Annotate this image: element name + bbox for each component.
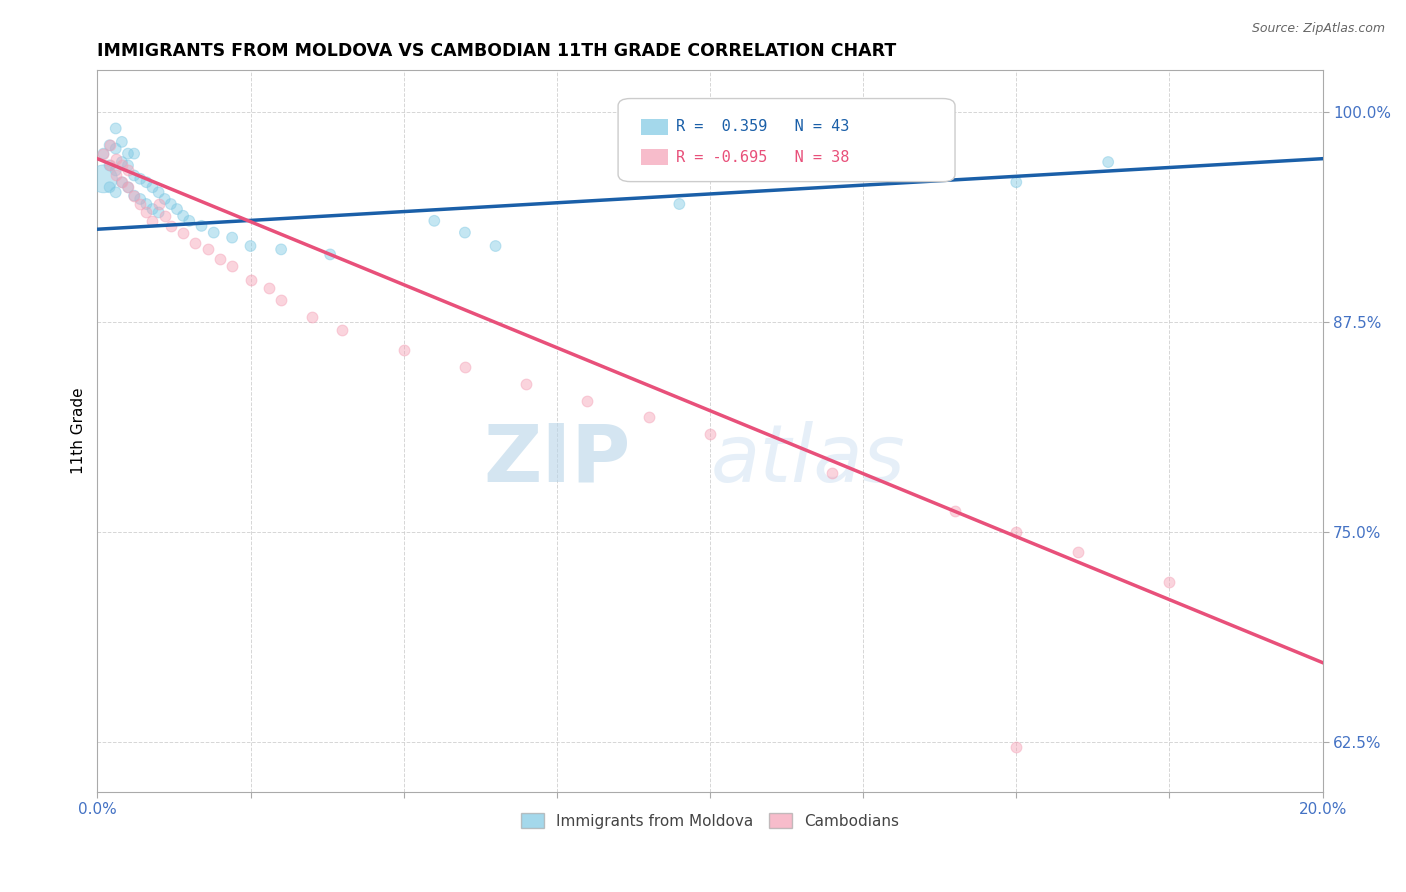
Point: [239, 239, 262, 253]
Point: [129, 192, 152, 206]
Point: [160, 197, 183, 211]
Point: [332, 323, 354, 337]
Text: IMMIGRANTS FROM MOLDOVA VS CAMBODIAN 11TH GRADE CORRELATION CHART: IMMIGRANTS FROM MOLDOVA VS CAMBODIAN 11T…: [97, 42, 897, 60]
Point: [423, 214, 446, 228]
Point: [148, 205, 170, 219]
Point: [1005, 175, 1028, 189]
Point: [117, 163, 139, 178]
Point: [104, 163, 127, 178]
Point: [301, 310, 323, 324]
FancyBboxPatch shape: [641, 149, 668, 165]
Point: [172, 226, 194, 240]
Point: [454, 359, 477, 374]
Point: [1066, 545, 1088, 559]
Point: [153, 192, 176, 206]
Point: [190, 219, 212, 233]
Y-axis label: 11th Grade: 11th Grade: [72, 387, 86, 475]
Point: [1159, 574, 1181, 589]
Text: ZIP: ZIP: [484, 421, 630, 499]
Point: [141, 202, 163, 216]
Point: [111, 175, 134, 189]
Point: [576, 393, 599, 408]
Point: [392, 343, 415, 358]
Text: R =  0.359   N = 43: R = 0.359 N = 43: [676, 120, 849, 134]
Point: [135, 175, 157, 189]
Point: [197, 243, 219, 257]
Point: [98, 180, 121, 194]
Point: [104, 186, 127, 200]
Point: [117, 158, 139, 172]
Point: [221, 259, 243, 273]
Point: [257, 281, 280, 295]
Point: [239, 272, 262, 286]
Point: [454, 226, 477, 240]
Point: [135, 197, 157, 211]
Point: [141, 214, 163, 228]
Point: [270, 293, 292, 307]
Point: [153, 209, 176, 223]
Point: [98, 158, 121, 172]
FancyBboxPatch shape: [641, 119, 668, 135]
Point: [166, 202, 188, 216]
Point: [93, 146, 115, 161]
Point: [117, 180, 139, 194]
Point: [129, 171, 152, 186]
Point: [484, 239, 506, 253]
Legend: Immigrants from Moldova, Cambodians: Immigrants from Moldova, Cambodians: [515, 806, 905, 835]
Point: [104, 152, 127, 166]
Point: [122, 146, 145, 161]
Point: [179, 214, 201, 228]
Point: [668, 197, 690, 211]
Point: [104, 121, 127, 136]
Point: [111, 175, 134, 189]
Point: [104, 142, 127, 156]
Point: [98, 138, 121, 153]
Point: [129, 197, 152, 211]
Point: [699, 427, 721, 442]
Point: [1005, 739, 1028, 754]
Point: [111, 135, 134, 149]
Point: [202, 226, 225, 240]
Point: [821, 466, 844, 480]
Point: [122, 188, 145, 202]
Point: [104, 169, 127, 183]
Point: [515, 376, 537, 391]
Point: [148, 186, 170, 200]
Text: Source: ZipAtlas.com: Source: ZipAtlas.com: [1251, 22, 1385, 36]
Point: [98, 158, 121, 172]
FancyBboxPatch shape: [619, 98, 955, 182]
Point: [160, 219, 183, 233]
Point: [943, 504, 966, 518]
Point: [221, 230, 243, 244]
Point: [141, 180, 163, 194]
Point: [319, 247, 342, 261]
Point: [172, 209, 194, 223]
Point: [93, 146, 115, 161]
Point: [637, 410, 659, 425]
Point: [184, 235, 207, 250]
Point: [122, 169, 145, 183]
Point: [117, 146, 139, 161]
Point: [111, 158, 134, 172]
Point: [270, 243, 292, 257]
Text: atlas: atlas: [710, 421, 905, 499]
Point: [98, 138, 121, 153]
Point: [117, 180, 139, 194]
Point: [148, 197, 170, 211]
Text: R = -0.695   N = 38: R = -0.695 N = 38: [676, 150, 849, 164]
Point: [122, 188, 145, 202]
Point: [135, 205, 157, 219]
Point: [1097, 155, 1119, 169]
Point: [111, 155, 134, 169]
Point: [93, 171, 115, 186]
Point: [208, 252, 231, 267]
Point: [1005, 524, 1028, 539]
